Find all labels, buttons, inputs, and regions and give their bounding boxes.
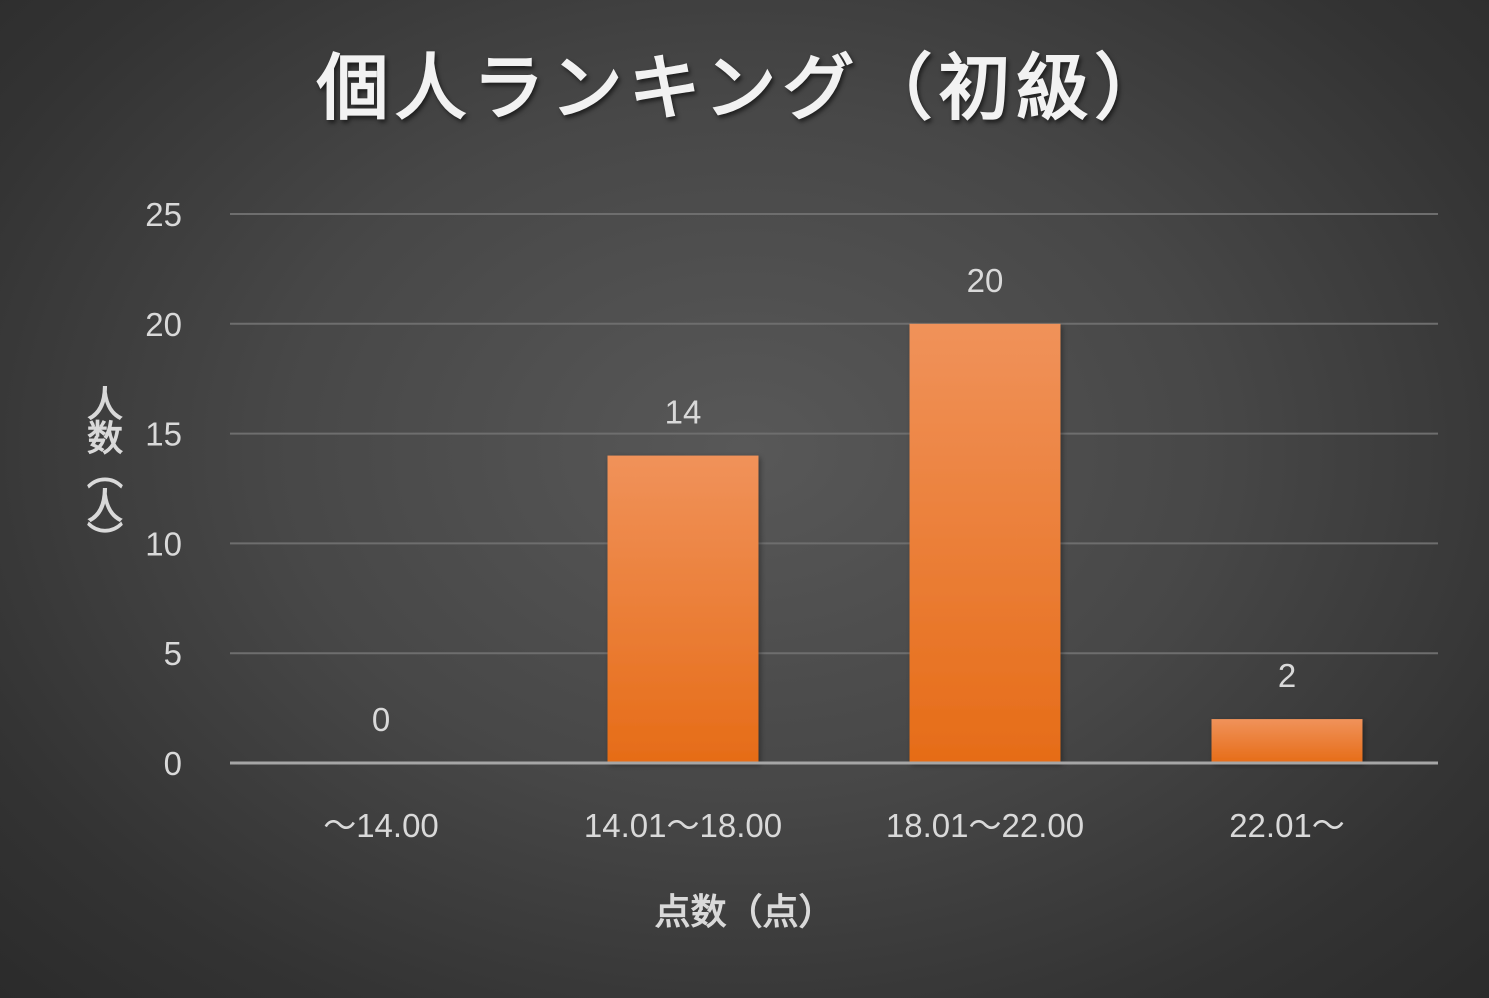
bars [607,323,1363,763]
chart-title: 個人ランキング（初級） [316,46,1173,130]
data-label: 14 [665,394,702,431]
y-tick-label: 0 [164,745,182,782]
data-label: 20 [967,262,1004,299]
x-axis-title: 点数（点） [654,892,835,933]
y-tick-label: 10 [145,525,182,562]
data-label: 0 [372,701,390,738]
y-tick-label: 15 [145,416,182,453]
x-category-label: 18.01～22.00 [886,807,1084,844]
x-category-label: ～14.00 [323,807,439,844]
data-label: 2 [1278,657,1296,694]
x-category-label: 14.01～18.00 [584,807,782,844]
gridlines [230,213,1438,655]
bar [909,323,1061,763]
y-axis-ticks: 0 5 10 15 20 25 [145,196,182,782]
y-tick-label: 5 [164,635,182,672]
bar [1211,719,1363,763]
x-category-label: 22.01～ [1229,807,1345,844]
y-tick-label: 25 [145,196,182,233]
bar [607,455,759,763]
data-labels: 0 14 20 2 [372,262,1296,738]
x-axis-categories: ～14.00 14.01～18.00 18.01～22.00 22.01～ [323,807,1345,844]
y-axis-title: 人数（人） [81,385,122,555]
y-tick-label: 20 [145,306,182,343]
